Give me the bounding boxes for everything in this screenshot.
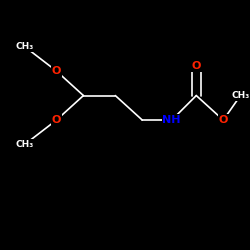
Text: O: O: [52, 115, 61, 125]
Text: O: O: [192, 61, 201, 71]
Text: CH₃: CH₃: [231, 91, 250, 100]
Text: CH₃: CH₃: [16, 140, 34, 149]
Text: O: O: [218, 115, 228, 125]
Text: O: O: [52, 66, 61, 76]
Text: CH₃: CH₃: [16, 42, 34, 51]
Text: NH: NH: [162, 115, 181, 125]
